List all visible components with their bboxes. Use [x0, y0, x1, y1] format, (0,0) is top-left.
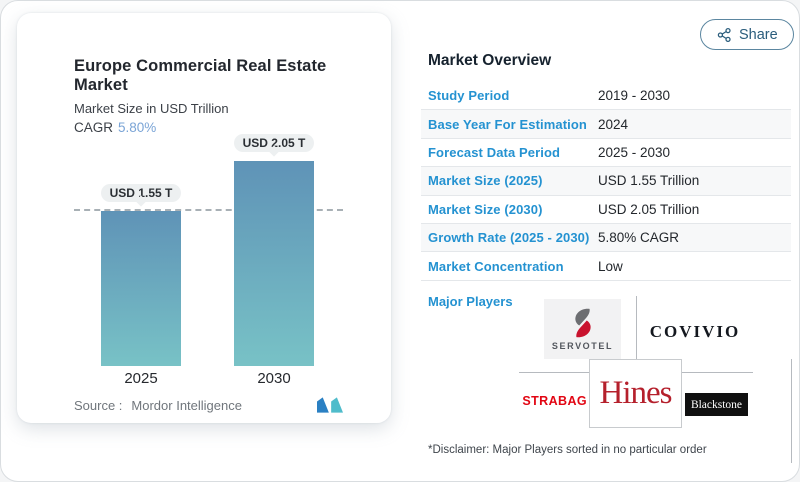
row-value: USD 2.05 Trillion [598, 201, 700, 217]
players-grid-horizontal-divider-left [519, 372, 589, 373]
table-row-forecast-period: Forecast Data Period 2025 - 2030 [421, 139, 791, 168]
table-row-market-concentration: Market Concentration Low [421, 252, 791, 281]
players-grid-vertical-divider [636, 296, 637, 373]
player-logo-blackstone: Blackstone [685, 393, 748, 416]
major-players-label: Major Players [428, 294, 513, 309]
cagr-label: CAGR [74, 120, 114, 135]
row-value: Low [598, 258, 623, 274]
row-value: 2025 - 2030 [598, 144, 671, 160]
players-disclaimer: *Disclaimer: Major Players sorted in no … [428, 444, 707, 456]
x-axis-label-2025: 2025 [124, 370, 158, 387]
table-row-market-size-2030: Market Size (2030) USD 2.05 Trillion [421, 196, 791, 224]
row-label: Forecast Data Period [428, 144, 561, 160]
row-label: Base Year For Estimation [428, 116, 587, 132]
reference-dashed-line [74, 209, 343, 211]
row-label: Market Size (2025) [428, 173, 543, 189]
row-value: USD 1.55 Trillion [598, 173, 700, 189]
share-button[interactable]: Share [700, 19, 794, 50]
table-row-market-size-2025: Market Size (2025) USD 1.55 Trillion [421, 167, 791, 196]
row-value: 2019 - 2030 [598, 88, 671, 104]
market-chart-card: Europe Commercial Real Estate Market Mar… [17, 13, 391, 423]
bar-2025 [101, 211, 181, 366]
hines-wordmark: Hines [599, 375, 673, 411]
source-value: Mordor Intelligence [131, 397, 242, 413]
player-logo-servotel: SERVOTEL [544, 299, 621, 359]
player-logo-hines: Hines [589, 359, 682, 428]
share-button-label: Share [739, 26, 778, 43]
servotel-s-icon [574, 308, 591, 338]
source-row: Source : Mordor Intelligence [74, 397, 343, 413]
market-overview-table: Study Period 2019 - 2030 Base Year For E… [421, 82, 791, 281]
table-row-base-year: Base Year For Estimation 2024 [421, 110, 791, 139]
chart-subtitle: Market Size in USD Trillion [74, 101, 229, 116]
player-logo-strabag: STRABAG [522, 394, 587, 408]
cagr-value: 5.80% [118, 120, 157, 135]
chart-title: Europe Commercial Real Estate Market [74, 57, 327, 94]
player-logo-covivio: COVIVIO [649, 322, 741, 341]
mordor-intelligence-logo-icon [317, 397, 343, 413]
players-grid-vertical-divider-right [791, 359, 792, 463]
bar-2030 [234, 161, 314, 366]
servotel-wordmark: SERVOTEL [551, 341, 614, 351]
bar-value-tooltip-2025: USD 1.55 T [101, 184, 181, 202]
row-value: 2024 [598, 116, 629, 132]
table-row-study-period: Study Period 2019 - 2030 [421, 82, 791, 111]
row-label: Study Period [428, 88, 510, 104]
row-label: Growth Rate (2025 - 2030) [428, 230, 590, 246]
row-value: 5.80% CAGR [598, 230, 680, 246]
market-overview-heading: Market Overview [428, 52, 552, 69]
chart-header: Europe Commercial Real Estate Market Mar… [74, 57, 371, 135]
x-axis-label-2030: 2030 [257, 370, 291, 387]
chart-cagr: CAGR 5.80% [74, 120, 371, 135]
players-grid-horizontal-divider-right [682, 372, 753, 373]
share-icon [717, 27, 731, 42]
source-label: Source : [74, 397, 123, 413]
bar-value-tooltip-2030: USD 2.05 T [234, 134, 314, 152]
blackstone-wordmark: Blackstone [690, 398, 743, 411]
table-row-growth-rate: Growth Rate (2025 - 2030) 5.80% CAGR [421, 223, 791, 253]
row-label: Market Concentration [428, 258, 564, 274]
row-label: Market Size (2030) [428, 201, 543, 217]
